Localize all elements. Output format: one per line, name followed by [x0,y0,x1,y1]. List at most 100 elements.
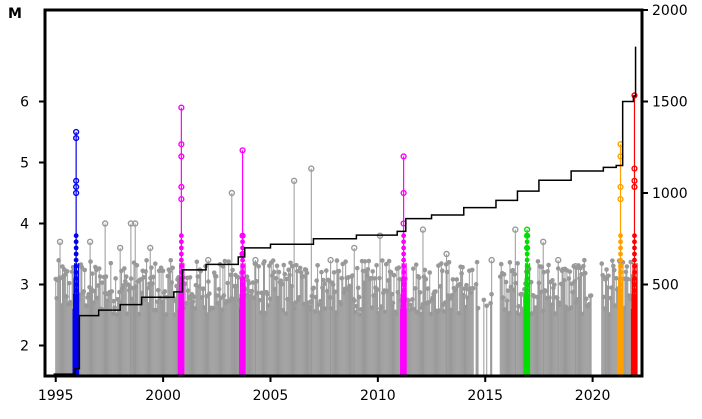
swarm_2022-point [632,312,637,318]
background-point [583,270,588,276]
swarm_2021-point [618,233,623,239]
background-point [488,256,495,264]
y-left-tick-label: 4 [20,217,29,233]
background-point [134,262,140,268]
background-point [194,259,200,265]
swarm_2022-marker [631,165,638,172]
background-point [279,281,285,287]
swarm_1996-point [73,239,79,245]
background-point [425,286,431,291]
background-point [377,275,382,281]
x-tick-label: 2005 [253,388,289,404]
background-point [289,283,294,289]
swarm_2003-point [240,300,245,306]
swarm_2003-point [240,233,245,239]
background-point [205,256,212,264]
background-point [123,274,129,279]
swarm_2021-point [618,245,623,251]
y-right-tick-label: 1500 [652,95,688,111]
background-point [343,259,348,264]
background-point [356,294,362,300]
background-point [213,274,219,279]
background-point [368,275,374,281]
swarm_2017-point [524,233,530,239]
background-point [273,275,279,281]
background-point [286,267,291,273]
background-point [613,275,619,281]
background-point [388,270,394,275]
background-point [422,267,428,273]
background-point [566,276,572,281]
swarm_2003-point [240,282,245,287]
swarm_1996-point [73,245,79,251]
swarm_1996-point [73,233,79,239]
background-point [131,220,139,227]
swarm_2011-point [401,233,407,239]
swarm_2021-point [618,312,623,318]
cumulative-line-group [53,46,637,375]
swarm_2011-point [401,263,407,269]
background-point [145,285,150,291]
background-point [249,288,255,294]
swarm_2017-point [524,306,530,312]
background-point [546,262,551,268]
background-point [545,269,550,274]
background-point [103,274,109,279]
x-tick-label: 2010 [360,388,396,404]
background-point [416,275,422,281]
background-point [365,266,371,272]
swarm_2017-point [524,251,530,257]
background-point [583,296,589,302]
y-right-tick-label: 2000 [652,3,688,19]
background-point [462,286,467,291]
background-point [439,261,444,266]
background-point [599,261,605,266]
background-point [339,275,345,281]
swarm_2003-point [240,251,245,257]
background-point [351,244,358,252]
swarm_2003-point [240,312,245,318]
swarm_2000-point [178,263,184,269]
swarm_2011-point [401,257,407,263]
background-point [555,256,562,264]
background-point [554,295,560,301]
background-point [484,303,490,309]
background-point [185,288,191,294]
swarm_2000-point [178,257,184,263]
background-point [324,268,329,273]
background-point [321,277,326,283]
swarm_2022-point [632,294,637,300]
swarm_2017-point [524,269,530,275]
x-tick-label: 2020 [575,388,611,404]
swarm_2022-point [632,233,637,239]
background-point [274,263,280,269]
background-point [375,287,380,292]
background-point [108,260,114,266]
swarm_2022-point [632,251,637,257]
swarm_1996-marker [73,135,80,142]
swarm_1996-point [73,282,79,287]
background-point [581,263,586,269]
background-point [287,272,292,278]
background-point [625,276,631,282]
swarm_2011-point [401,288,407,293]
background-point [460,264,465,270]
background-point [122,266,127,271]
swarm_2021-point [618,257,623,263]
swarm_1996-point [73,294,79,300]
background-point [628,259,634,265]
background-point [276,269,282,275]
swarm_1996-point [73,276,79,281]
y-left-tick-label: 2 [20,339,29,355]
swarm_2011-point [401,251,407,257]
swarm_2022-point [632,288,637,293]
background-point [391,272,397,278]
background-point [626,293,632,298]
swarm_2022-point [632,245,637,251]
background-point [65,269,70,274]
swarm_2003-marker [239,147,246,154]
background-point [515,261,520,266]
right-y-axis: 500 1000 1500 2000 [642,3,688,294]
